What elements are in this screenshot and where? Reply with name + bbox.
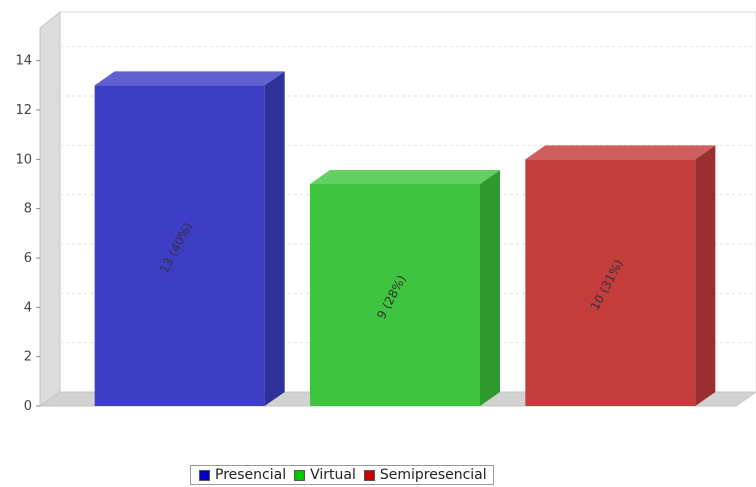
legend-swatch-virtual — [294, 469, 306, 481]
legend-label-virtual: Virtual — [310, 467, 356, 483]
legend-swatch-presencial — [199, 469, 210, 481]
bar-side — [480, 170, 500, 406]
bar-top — [525, 145, 716, 160]
legend-label-presencial: Presencial — [215, 467, 287, 483]
y-axis: 0 2 4 6 8 10 12 14 — [15, 54, 40, 414]
bar-front — [94, 85, 265, 406]
y-tick-label: 2 — [24, 350, 32, 365]
bar-side — [695, 145, 716, 407]
legend-swatch-semipresencial — [363, 469, 375, 481]
y-tick-label: 10 — [15, 152, 32, 167]
legend-item-presencial: Presencial — [199, 467, 286, 483]
bar-presencial: 13 (40%) — [94, 71, 285, 406]
plot-left-wall — [39, 10, 61, 407]
bar-top — [94, 71, 285, 86]
legend-item-virtual: Virtual — [294, 467, 356, 483]
bar-front — [310, 184, 480, 406]
bar-semipresencial: 10 (31%) — [525, 145, 716, 407]
y-tick-label: 6 — [24, 251, 32, 266]
y-tick-label: 0 — [24, 399, 32, 414]
y-tick-label: 8 — [24, 202, 32, 217]
legend: Presencial Virtual Semipresencial — [190, 465, 494, 485]
bar-side — [264, 71, 285, 406]
bar-front — [525, 159, 696, 406]
y-tick-label: 12 — [15, 103, 32, 118]
y-tick-label: 14 — [15, 54, 32, 69]
legend-item-semipresencial: Semipresencial — [363, 467, 487, 483]
y-tick-label: 4 — [24, 300, 32, 315]
bars: 13 (40%)9 (28%) 10 (31%) — [94, 71, 716, 407]
bar-top — [310, 170, 500, 184]
legend-label-semipresencial: Semipresencial — [379, 467, 487, 483]
bar-virtual: 9 (28%) — [310, 170, 500, 406]
